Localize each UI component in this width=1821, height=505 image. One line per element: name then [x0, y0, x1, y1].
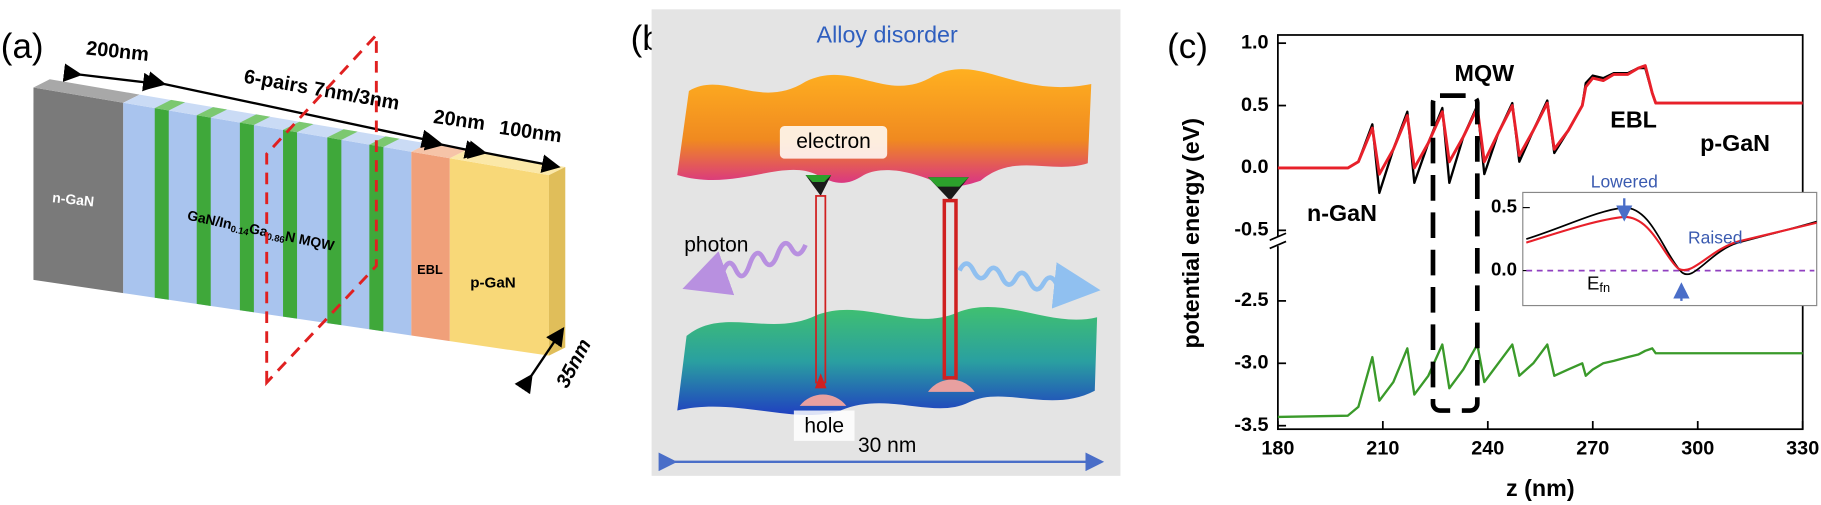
layer: [283, 129, 298, 319]
inset-annotation-part: fn: [1599, 281, 1610, 296]
cut-plane: [265, 31, 378, 387]
layer: [239, 122, 254, 313]
inset-frame: [1522, 191, 1818, 307]
mqw-box: [1430, 93, 1480, 413]
panel-c: (c) potential energy (eV) z (nm) 1.00.50…: [1167, 27, 1819, 501]
annotation: p-GaN: [1700, 130, 1770, 156]
inset-tick-label: 0.0: [1491, 258, 1517, 279]
annotation: MQW: [1455, 60, 1515, 86]
hole-state: [799, 394, 847, 406]
dimension-label: 100nm: [498, 117, 563, 148]
dimension-arrow: [62, 63, 162, 92]
layer-label-part: Ga: [248, 220, 270, 240]
series-line: [1277, 343, 1803, 419]
axis-break: [1269, 240, 1287, 250]
inset: 0.5 0.0: [1491, 196, 1530, 279]
y-tick-label: -3.5: [1234, 414, 1268, 436]
dimension-label: 200nm: [85, 38, 150, 66]
x-tick-label: 240: [1471, 437, 1504, 459]
inset-annotation-part: E: [1587, 272, 1599, 293]
y-axis-label: potential energy (eV): [1178, 118, 1204, 349]
layer-label: p-GaN: [470, 274, 515, 291]
panel-label: (a): [1, 27, 44, 66]
photon-wave: [682, 240, 808, 296]
y-tick-label: 1.0: [1241, 31, 1269, 53]
y-tick-label: -0.5: [1234, 219, 1268, 241]
y-tick-label: 0.0: [1241, 156, 1269, 178]
x-tick-label: 270: [1576, 437, 1609, 459]
y-tick-label: -3.0: [1234, 352, 1268, 374]
x-tick-label: 330: [1786, 437, 1819, 459]
inset-curve: [1525, 215, 1817, 272]
panel-title: Alloy disorder: [817, 21, 958, 47]
x-tick-label: 210: [1366, 437, 1399, 459]
transition-arrow: [814, 373, 827, 389]
y-tick-label: 0.5: [1241, 94, 1269, 116]
x-axis-label: z (nm): [1506, 475, 1575, 501]
panel-label: (c): [1167, 27, 1208, 66]
photon-wave: [957, 261, 1101, 309]
x-tick-label: 180: [1261, 437, 1294, 459]
layer: [33, 87, 124, 294]
dimension-arrow: [514, 326, 565, 395]
dimension-label: 20nm: [432, 106, 486, 135]
series-line: [1277, 64, 1803, 176]
annotation: EBL: [1610, 106, 1657, 132]
axis-break: [1269, 232, 1287, 242]
inset-annotation: Efn: [1587, 272, 1610, 295]
layer: [369, 144, 384, 332]
layer-label-part: 0.14: [230, 224, 251, 238]
layer: [154, 108, 169, 300]
inset-tick-label: 0.5: [1491, 196, 1517, 217]
dimension-arrow: [467, 140, 561, 173]
annotation: n-GaN: [1307, 200, 1377, 226]
y-tick-label: -2.5: [1234, 289, 1268, 311]
layer-side: [548, 166, 566, 356]
hole-label: hole: [804, 414, 844, 437]
axis-break-gap: [1269, 236, 1287, 247]
layer: [327, 137, 342, 326]
layer-stack: [33, 79, 566, 356]
dimension-arrow: [146, 71, 441, 149]
layer: [411, 151, 450, 342]
scale-label: 30 nm: [858, 434, 916, 457]
hole-state: [927, 379, 975, 392]
photon-label: photon: [684, 234, 748, 257]
panel-b: (b) Alloy disorder electron photon hole …: [631, 9, 1121, 476]
inset-annotation: Raised: [1688, 228, 1742, 248]
layer-label: n-GaN: [52, 189, 95, 209]
transition-line: [942, 198, 958, 380]
inset-annotation: Lowered: [1591, 172, 1658, 192]
x-tick-label: 300: [1681, 437, 1714, 459]
valence-surface: [677, 306, 1098, 416]
layer-label: EBL: [417, 262, 443, 277]
electron-state: [805, 174, 832, 182]
label-box: [779, 125, 888, 159]
layer-label-part: 0.86: [266, 232, 286, 246]
electron-label: electron: [796, 130, 871, 153]
label-box: [793, 410, 855, 441]
layer: [449, 158, 549, 356]
panel-a: (a) 200nm 6-pairs 7nm/3nm 20nm 100nm 35n…: [1, 27, 596, 395]
electron-state: [927, 177, 969, 187]
layer: [196, 115, 211, 306]
